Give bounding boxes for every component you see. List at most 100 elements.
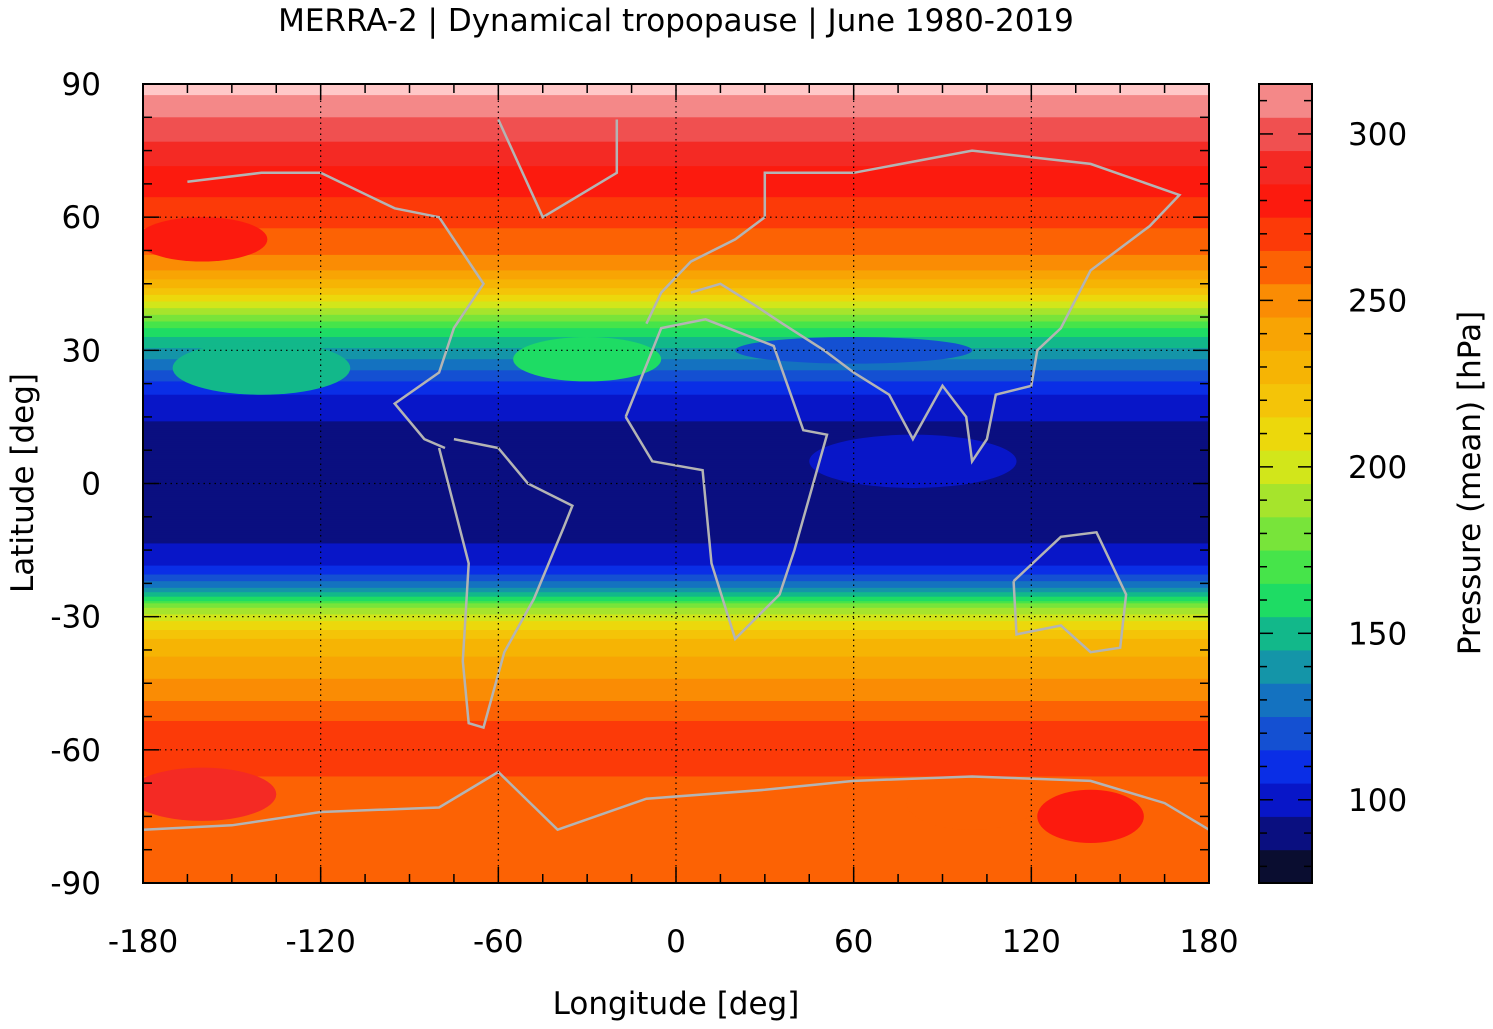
field-band [143, 756, 1209, 760]
plot-frame [142, 83, 1210, 884]
field-band [143, 634, 1209, 638]
field-band [143, 365, 1209, 369]
field-band [143, 241, 1209, 245]
field-band [143, 789, 1209, 793]
field-band [143, 376, 1209, 380]
field-band [143, 574, 1209, 578]
field-band [143, 641, 1209, 644]
field-band [143, 736, 1209, 740]
field-band [143, 219, 1209, 223]
field-band [143, 685, 1209, 689]
field-band [143, 585, 1209, 589]
field-band [143, 823, 1209, 826]
field-band [143, 197, 1209, 201]
field-band [143, 565, 1209, 569]
field-band [143, 729, 1209, 733]
field-band [143, 283, 1209, 287]
field-band [143, 443, 1209, 447]
x-tick-label: 120 [1002, 924, 1061, 960]
field-band [143, 692, 1209, 695]
field-band [143, 760, 1209, 764]
field-band [143, 354, 1209, 358]
field-band [143, 423, 1209, 427]
field-band [143, 581, 1209, 584]
field-band [143, 212, 1209, 216]
field-band [143, 614, 1209, 618]
field-band [143, 208, 1209, 212]
field-band [143, 827, 1209, 831]
colorbar-level [1259, 550, 1312, 584]
field-band [143, 778, 1209, 782]
field-band [143, 481, 1209, 485]
field-band [143, 507, 1209, 511]
field-band [143, 137, 1209, 141]
field-band [143, 678, 1209, 682]
field-band [143, 159, 1209, 163]
field-band [143, 356, 1209, 360]
field-band [143, 725, 1209, 729]
field-band [143, 174, 1209, 178]
coastline [187, 171, 486, 450]
field-band [143, 246, 1209, 249]
antarctic-orange [906, 776, 1038, 830]
field-band [143, 625, 1209, 629]
field-band [143, 339, 1209, 343]
y-tick-label: 60 [62, 200, 101, 236]
field-band [143, 183, 1209, 187]
field-band [143, 345, 1209, 349]
field-band [143, 263, 1209, 267]
field-band [143, 221, 1209, 225]
field-band [143, 623, 1209, 627]
field-band [143, 689, 1209, 693]
field-band [143, 525, 1209, 529]
field-band [143, 645, 1209, 649]
field-band [143, 230, 1209, 234]
field-band [143, 334, 1209, 338]
field-band [143, 447, 1209, 451]
colorbar-level [1259, 749, 1312, 784]
field-band [143, 392, 1209, 396]
field-band [143, 738, 1209, 742]
field-band [143, 656, 1209, 660]
field-band [143, 425, 1209, 429]
field-band [143, 328, 1209, 331]
field-band [143, 503, 1209, 507]
colorbar-level [1259, 816, 1312, 851]
field-band [143, 749, 1209, 753]
colorbar-level [1259, 583, 1312, 618]
field-band [143, 401, 1209, 405]
field-band [143, 796, 1209, 800]
field-band [143, 265, 1209, 269]
field-band [143, 703, 1209, 707]
field-band [143, 712, 1209, 715]
field-band [143, 186, 1209, 189]
field-band [143, 485, 1209, 489]
y-tick-label: -90 [50, 866, 101, 902]
field-band [143, 288, 1209, 292]
field-band [143, 272, 1209, 276]
field-band [143, 621, 1209, 624]
field-band [143, 607, 1209, 611]
field-band [143, 261, 1209, 265]
field-band [143, 119, 1209, 123]
field-band [143, 610, 1209, 613]
subtropical-pacific-ridge [172, 341, 351, 395]
field-band [143, 368, 1209, 371]
field-band [143, 321, 1209, 325]
x-tick-label: -120 [285, 924, 355, 960]
field-band [143, 811, 1209, 815]
field-band [143, 394, 1209, 398]
field-band [143, 379, 1209, 383]
ross-red [1037, 789, 1144, 844]
colorbar-level [1259, 416, 1312, 451]
colorbar-level [1259, 649, 1312, 684]
field-band [143, 592, 1209, 596]
field-band [143, 436, 1209, 440]
field-band [143, 459, 1209, 462]
field-band [143, 681, 1209, 684]
field-band [143, 312, 1209, 316]
field-band [143, 530, 1209, 533]
colorbar-level [1259, 716, 1312, 751]
field-band [143, 305, 1209, 309]
